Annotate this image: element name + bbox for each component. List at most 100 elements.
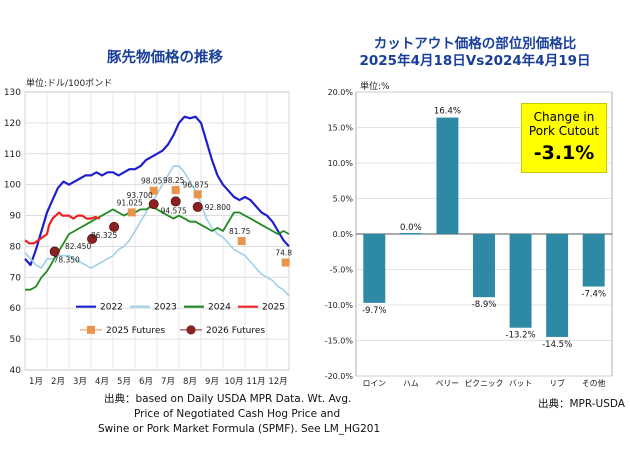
- futures-2025-label: 96.875: [183, 180, 209, 189]
- futures-2025-marker: [171, 186, 180, 195]
- y-tick-label: 40: [10, 366, 22, 376]
- series-line-2022: [24, 115, 290, 267]
- x-tick-label: 3月: [73, 377, 87, 387]
- futures-2026-marker: [148, 199, 159, 210]
- futures-2026-label: 94.575: [161, 206, 187, 215]
- legend-label-2024: 2024: [208, 303, 231, 313]
- x-tick-label: 8月: [183, 377, 197, 387]
- futures-2025-label: 81.75: [229, 227, 251, 236]
- bar-category-label: ピクニック: [465, 379, 504, 388]
- bar-y-tick-label: -20.0%: [325, 372, 354, 381]
- bar-4: [509, 234, 532, 328]
- left-chart-unit: 単位:ドル/100ポンド: [26, 79, 113, 89]
- bar-1: [399, 233, 422, 235]
- bar-data-label: 0.0%: [400, 223, 422, 233]
- bar-y-tick-label: 0.0%: [333, 230, 354, 239]
- bar-2: [436, 117, 459, 234]
- legend-swatch-2025-futures: [87, 325, 95, 334]
- x-tick-label: 4月: [95, 377, 109, 387]
- left-chart-source: 出典：based on Daily USDA MPR Data. Wt. Avg…: [98, 392, 380, 437]
- legend-label-2022: 2022: [100, 303, 123, 313]
- x-tick-label: 6月: [139, 377, 153, 387]
- bar-y-tick-label: -5.0%: [330, 266, 354, 275]
- bar-data-label: -14.5%: [542, 340, 572, 350]
- futures-2025-marker: [149, 186, 158, 195]
- bar-y-tick-label: 5.0%: [333, 195, 354, 204]
- legend-swatch-2026-futures: [186, 325, 196, 335]
- futures-2025-marker: [281, 258, 290, 267]
- futures-2026-label: 86.325: [91, 231, 117, 240]
- bar-5: [546, 234, 569, 337]
- bar-y-tick-label: 15.0%: [328, 124, 354, 133]
- bar-y-tick-label: -15.0%: [325, 337, 354, 346]
- y-tick-label: 120: [4, 119, 21, 129]
- right-chart-title-line2: 2025年4月18日Vs2024年4月19日: [359, 53, 591, 69]
- bar-0: [363, 234, 386, 303]
- x-tick-label: 9月: [205, 377, 219, 387]
- right-chart-unit: 単位:%: [360, 82, 390, 92]
- x-tick-label: 7月: [161, 377, 175, 387]
- bar-y-tick-label: -10.0%: [325, 301, 354, 310]
- legend-label-2023: 2023: [154, 303, 177, 313]
- futures-2025-label: 98.05: [141, 177, 163, 186]
- bar-y-tick-label: 20.0%: [328, 88, 354, 97]
- x-tick-label: 1月: [29, 377, 43, 387]
- futures-2026-marker: [192, 201, 203, 212]
- legend-label-2026-futures: 2026 Futures: [206, 326, 265, 336]
- callout-line2: Pork Cutout: [528, 124, 600, 138]
- x-tick-label: 2月: [51, 377, 65, 387]
- legend-label-2025-futures: 2025 Futures: [106, 326, 165, 336]
- futures-2025-label: 74.8: [275, 249, 292, 258]
- bar-data-label: -9.7%: [362, 306, 387, 316]
- left-chart-title: 豚先物価格の推移: [107, 50, 223, 66]
- bar-data-label: -8.9%: [472, 300, 497, 310]
- right-chart-title-line1: カットアウト価格の部位別価格比: [373, 36, 577, 52]
- source-line-1: 出典：based on Daily USDA MPR Data. Wt. Avg…: [104, 393, 352, 405]
- cutout-change-bar-chart: -20.0% -15.0% -10.0% -5.0% 0.0% 5.0% 10.0% 15.0…: [325, 88, 613, 388]
- bar-y-tick-label: 10.0%: [328, 159, 354, 168]
- bar-6: [582, 234, 605, 287]
- source-line-3: Swine or Pork Market Formula (SPMF). See…: [98, 423, 381, 435]
- bar-category-label: ロイン: [363, 379, 387, 388]
- futures-2025-marker: [127, 208, 136, 217]
- bar-category-label: ハム: [403, 379, 419, 388]
- futures-2025-label: 98.25: [163, 176, 185, 185]
- x-tick-label: 5月: [117, 377, 131, 387]
- y-tick-label: 100: [4, 181, 21, 191]
- y-tick-label: 110: [4, 150, 21, 160]
- futures-2026-marker: [87, 233, 98, 244]
- callout-value: -3.1%: [533, 142, 595, 164]
- right-chart-source: 出典：MPR-USDA: [538, 398, 625, 410]
- bar-category-label: バット: [509, 379, 532, 388]
- futures-2026-label: 78.350: [54, 256, 80, 265]
- bar-category-label: リブ: [549, 378, 565, 388]
- bar-data-label: -7.4%: [581, 290, 606, 300]
- futures-2025-marker: [237, 237, 246, 246]
- bar-category-label: その他: [582, 378, 606, 388]
- futures-2025-marker: [193, 190, 202, 199]
- series-line-2024: [25, 205, 290, 291]
- futures-2025-label: 91.025: [117, 198, 143, 207]
- futures-2026-marker: [170, 196, 181, 207]
- futures-2026-label: 92.800: [205, 203, 231, 212]
- callout-line1: Change in: [533, 110, 595, 124]
- right-chart-title: カットアウト価格の部位別価格比 2025年4月18日Vs2024年4月19日: [330, 36, 620, 70]
- y-tick-label: 90: [10, 212, 22, 222]
- y-tick-label: 50: [10, 335, 22, 345]
- futures-2026-label: 93.700: [127, 191, 153, 200]
- y-tick-label: 70: [10, 273, 22, 283]
- futures-2026-label: 82.450: [65, 242, 91, 251]
- y-tick-label: 60: [10, 304, 22, 314]
- legend-label-2025: 2025: [262, 303, 285, 313]
- futures-2026-marker: [109, 221, 120, 232]
- pork-cutout-callout: Change in Pork Cutout -3.1%: [521, 103, 607, 173]
- bar-data-label: -13.2%: [506, 331, 536, 341]
- bar-data-label: 16.4%: [434, 107, 461, 117]
- x-tick-label: 11月: [246, 377, 265, 387]
- futures-2026-marker: [49, 246, 60, 257]
- source-line-2: Price of Negotiated Cash Hog Price and: [134, 408, 341, 420]
- hog-futures-line-chart: 40 50 60 70 80 90 100 110 120 130 1月 2月 3月 4月 5月 6月 7月 8月…: [4, 88, 292, 387]
- bar-category-label: ベリー: [436, 379, 459, 388]
- x-tick-label: 12月: [268, 377, 287, 387]
- series-line-2025: [24, 211, 101, 245]
